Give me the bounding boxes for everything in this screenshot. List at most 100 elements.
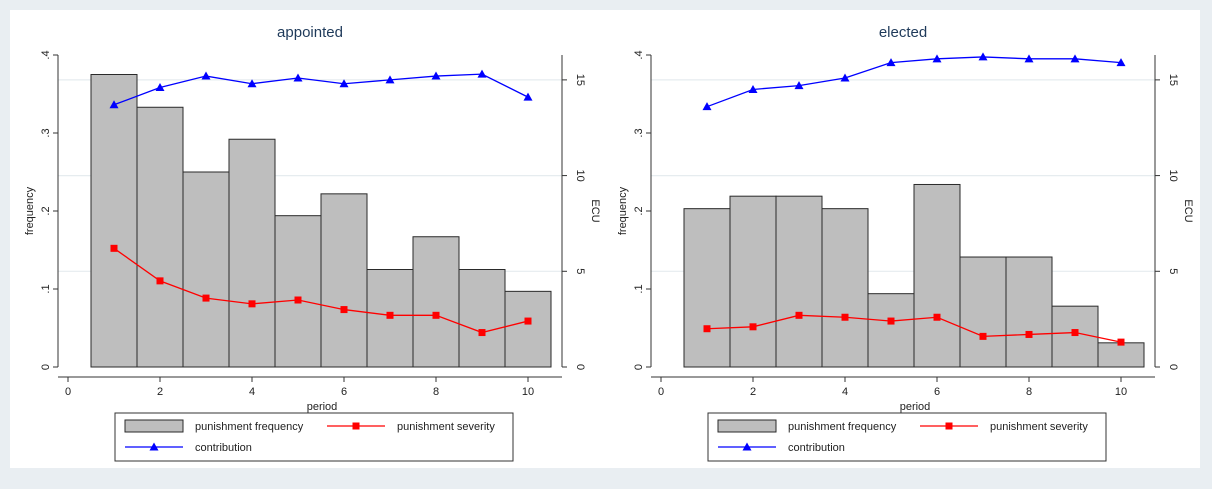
x-tick-label: 8 [433, 386, 439, 398]
bar [228, 138, 276, 368]
y2-tick-label: 10 [574, 169, 586, 181]
x-tick-label: 10 [522, 386, 534, 398]
x-tick-label: 0 [658, 386, 664, 398]
severity-marker [749, 323, 757, 331]
bar [412, 236, 460, 368]
bar [182, 171, 230, 368]
severity-marker [248, 300, 256, 308]
x-tick-label: 0 [65, 386, 71, 398]
severity-marker [1117, 338, 1125, 346]
y-tick-label: .1 [40, 284, 52, 293]
severity-marker [1071, 329, 1079, 337]
chart-title: elected [879, 24, 927, 41]
bar [1097, 342, 1145, 368]
x-tick-label: 6 [341, 386, 347, 398]
chart-title: appointed [277, 24, 343, 41]
severity-marker [432, 311, 440, 319]
y-axis-label: frequency [617, 186, 629, 235]
bar [1051, 305, 1099, 368]
x-tick-label: 6 [934, 386, 940, 398]
bar [458, 269, 506, 368]
contribution-marker [523, 92, 533, 101]
severity-marker [386, 311, 394, 319]
y2-tick-label: 5 [1167, 268, 1179, 274]
contribution-marker [794, 81, 804, 90]
bar [729, 195, 777, 368]
contribution-marker [385, 75, 395, 84]
y2-tick-label: 0 [574, 364, 586, 370]
y2-tick-label: 5 [574, 268, 586, 274]
legend-label: punishment frequency [195, 421, 304, 433]
y2-tick-label: 15 [1167, 74, 1179, 86]
legend-swatch-frequency [124, 419, 184, 433]
bar [90, 74, 138, 368]
bar [683, 208, 731, 368]
legend-swatch-frequency [717, 419, 777, 433]
x-tick-label: 4 [842, 386, 848, 398]
contribution-marker [477, 69, 487, 78]
series-line-contribution [113, 73, 529, 106]
y-tick-label: .3 [40, 128, 52, 137]
x-axis-label: period [900, 401, 931, 413]
bar [274, 215, 322, 368]
severity-marker [703, 325, 711, 333]
severity-marker [524, 317, 532, 325]
series-line-severity [706, 314, 1122, 343]
y-tick-label: .4 [633, 50, 645, 59]
contribution-marker [1070, 54, 1080, 63]
legend-label: punishment frequency [788, 421, 897, 433]
contribution-marker [978, 52, 988, 61]
x-tick-label: 2 [157, 386, 163, 398]
legend-marker-contribution [742, 442, 752, 451]
severity-marker [340, 306, 348, 314]
y2-axis-label: ECU [1182, 199, 1194, 222]
series-line-contribution [706, 56, 1122, 108]
legend-label: contribution [788, 442, 845, 454]
y-tick-label: 0 [633, 364, 645, 370]
contribution-marker [748, 84, 758, 93]
severity-marker [294, 296, 302, 304]
y2-tick-label: 10 [1167, 169, 1179, 181]
y-axis-label: frequency [24, 186, 36, 235]
contribution-marker [201, 71, 211, 80]
severity-marker [202, 294, 210, 302]
severity-marker [110, 244, 118, 252]
x-axis-label: period [307, 401, 338, 413]
legend-label: contribution [195, 442, 252, 454]
contribution-marker [702, 102, 712, 111]
bar [320, 193, 368, 368]
bar [775, 195, 823, 368]
y-tick-label: 0 [40, 364, 52, 370]
severity-marker [887, 317, 895, 325]
legend-marker-contribution [149, 442, 159, 451]
x-tick-label: 4 [249, 386, 255, 398]
legend-marker-severity [945, 422, 953, 430]
x-tick-label: 2 [750, 386, 756, 398]
x-tick-label: 10 [1115, 386, 1127, 398]
y2-tick-label: 15 [574, 74, 586, 86]
severity-marker [156, 277, 164, 285]
contribution-marker [431, 71, 441, 80]
bar [867, 293, 915, 368]
contribution-marker [840, 73, 850, 82]
legend-label: punishment severity [990, 421, 1088, 433]
contribution-marker [247, 79, 257, 88]
bar [136, 106, 184, 368]
bar [504, 290, 552, 368]
legend-marker-severity [352, 422, 360, 430]
contribution-marker [932, 54, 942, 63]
y-tick-label: .2 [40, 206, 52, 215]
y2-tick-label: 0 [1167, 364, 1179, 370]
legend-label: punishment severity [397, 421, 495, 433]
severity-marker [795, 311, 803, 319]
severity-marker [1025, 330, 1033, 338]
severity-marker [933, 313, 941, 321]
y2-axis-label: ECU [589, 199, 601, 222]
y-tick-label: .3 [633, 128, 645, 137]
contribution-marker [293, 73, 303, 82]
severity-marker [841, 313, 849, 321]
y-tick-label: .1 [633, 284, 645, 293]
severity-marker [478, 329, 486, 337]
